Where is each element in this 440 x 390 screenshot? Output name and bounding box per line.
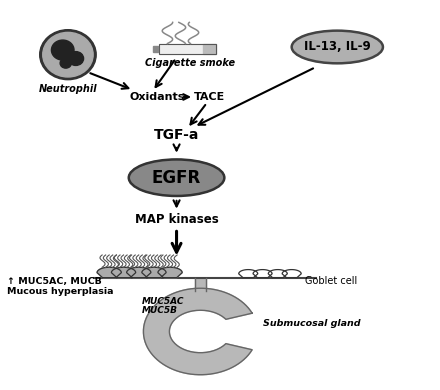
Polygon shape [158, 267, 182, 278]
Ellipse shape [129, 160, 224, 196]
Text: MUC5B: MUC5B [142, 307, 178, 316]
Polygon shape [97, 267, 121, 278]
Text: TGF-a: TGF-a [154, 128, 199, 142]
Circle shape [43, 32, 93, 77]
Text: Goblet cell: Goblet cell [305, 277, 357, 287]
Text: Mucous hyperplasia: Mucous hyperplasia [7, 287, 114, 296]
Bar [153, 46, 158, 51]
Text: Neutrophil: Neutrophil [39, 83, 97, 94]
Text: MAP kinases: MAP kinases [135, 213, 218, 227]
Text: ↑ MUC5AC, MUCB: ↑ MUC5AC, MUCB [7, 277, 102, 286]
Polygon shape [111, 267, 136, 278]
Circle shape [51, 40, 74, 60]
Text: Cigarette smoke: Cigarette smoke [144, 58, 235, 68]
Bar [203, 44, 216, 54]
Polygon shape [142, 267, 166, 278]
Circle shape [68, 51, 84, 66]
Text: MUC5AC: MUC5AC [142, 297, 184, 306]
Polygon shape [143, 288, 252, 375]
Polygon shape [127, 267, 151, 278]
Circle shape [60, 58, 71, 68]
Bar [159, 44, 216, 54]
Bar [159, 44, 203, 54]
Text: IL-13, IL-9: IL-13, IL-9 [304, 41, 370, 53]
Text: Oxidants: Oxidants [129, 92, 185, 102]
Text: EGFR: EGFR [152, 169, 201, 187]
Circle shape [40, 30, 96, 80]
Ellipse shape [292, 31, 383, 63]
Text: Submucosal gland: Submucosal gland [264, 319, 361, 328]
Text: TACE: TACE [194, 92, 225, 102]
